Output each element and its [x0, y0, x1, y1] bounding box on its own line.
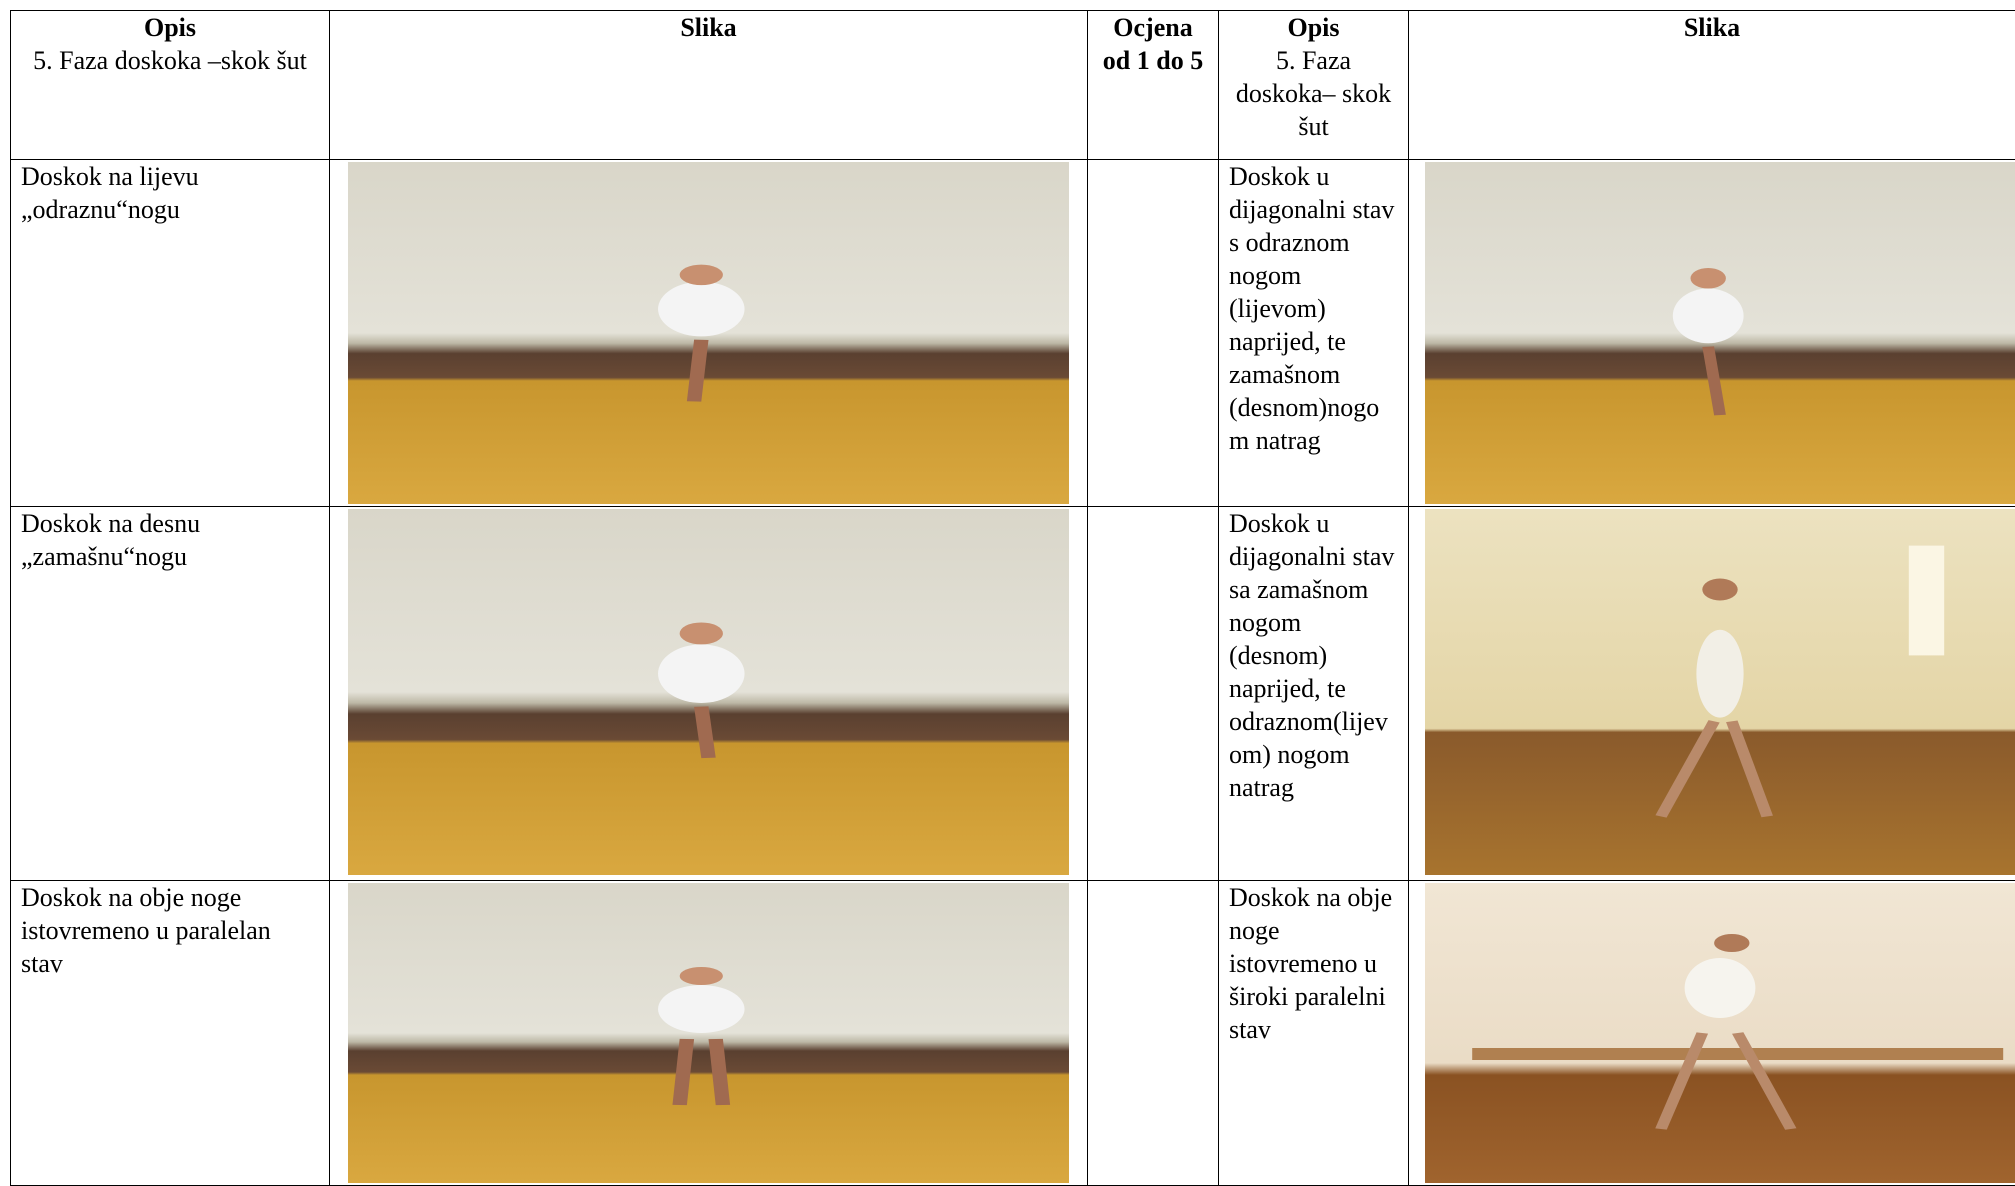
header-title: Slika: [1419, 11, 2005, 44]
header-subtitle: 5. Faza doskoka– skok šut: [1236, 46, 1391, 141]
header-title: Ocjena od 1 do 5: [1098, 11, 1208, 77]
image-cell: [1409, 507, 2015, 881]
score-cell: [1088, 160, 1219, 507]
description: Doskok u dijagonalni stav sa zamašnom no…: [1219, 507, 1409, 881]
header-title: Slika: [340, 11, 1077, 44]
header-subtitle: 5. Faza doskoka –skok šut: [33, 46, 307, 75]
header-title: Opis: [21, 11, 319, 44]
photo: [348, 509, 1069, 875]
photo: [1425, 509, 2015, 875]
row: Doskok na desnu „zamašnu“nogu Doskok u d…: [11, 507, 2015, 881]
image-cell: [1409, 881, 2015, 1186]
row: Doskok na obje noge istovremeno u parale…: [11, 881, 2015, 1186]
image-cell: [330, 507, 1088, 881]
description: Doskok u dijagonalni stav s odraznom nog…: [1219, 160, 1409, 507]
photo: [348, 162, 1069, 504]
photo: [348, 883, 1069, 1183]
photo: [1425, 883, 2015, 1183]
header-title: Opis: [1229, 11, 1398, 44]
header-cell: Ocjena od 1 do 5: [1088, 11, 1219, 160]
image-cell: [330, 881, 1088, 1186]
score-cell: [1088, 507, 1219, 881]
image-cell: [1409, 160, 2015, 507]
row: Doskok na lijevu „odraznu“nogu Doskok u …: [11, 160, 2015, 507]
header-cell: Slika: [1409, 11, 2015, 160]
score-cell: [1088, 881, 1219, 1186]
description: Doskok na lijevu „odraznu“nogu: [11, 160, 330, 507]
header-cell: Slika: [330, 11, 1088, 160]
description: Doskok na obje noge istovremeno u široki…: [1219, 881, 1409, 1186]
description: Doskok na obje noge istovremeno u parale…: [11, 881, 330, 1186]
photo: [1425, 162, 2015, 504]
image-cell: [330, 160, 1088, 507]
description: Doskok na desnu „zamašnu“nogu: [11, 507, 330, 881]
